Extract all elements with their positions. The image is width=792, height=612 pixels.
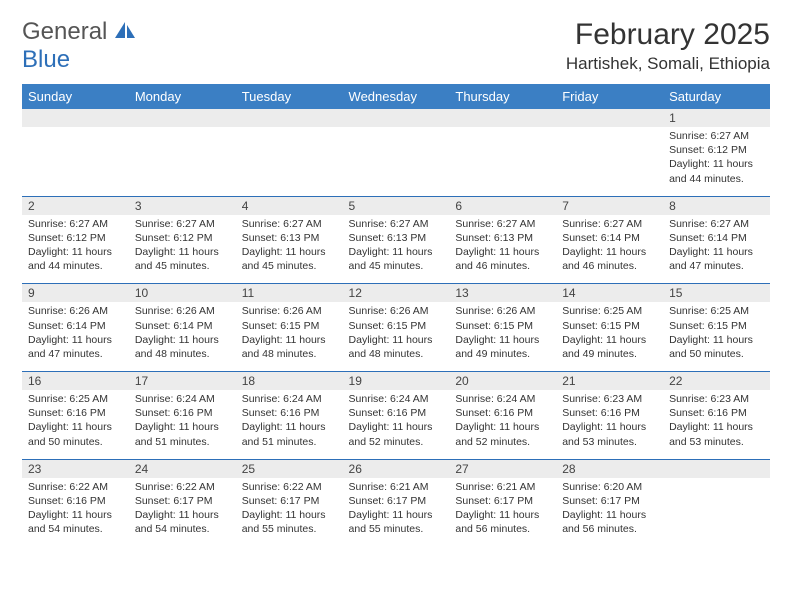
dayhead-tue: Tuesday	[236, 84, 343, 109]
calendar-table: Sunday Monday Tuesday Wednesday Thursday…	[22, 84, 770, 546]
day-number: 23	[22, 459, 129, 478]
day-content: Sunrise: 6:24 AMSunset: 6:16 PMDaylight:…	[236, 390, 343, 459]
day-content: Sunrise: 6:27 AMSunset: 6:12 PMDaylight:…	[663, 127, 770, 196]
day-number	[236, 109, 343, 127]
day-content	[236, 127, 343, 196]
day-content	[22, 127, 129, 196]
day-content: Sunrise: 6:22 AMSunset: 6:16 PMDaylight:…	[22, 478, 129, 547]
calendar-body: 1 Sunrise: 6:27 AMSunset: 6:12 PMDayligh…	[22, 109, 770, 546]
content-row: Sunrise: 6:27 AMSunset: 6:12 PMDaylight:…	[22, 127, 770, 196]
day-content: Sunrise: 6:22 AMSunset: 6:17 PMDaylight:…	[129, 478, 236, 547]
day-content	[343, 127, 450, 196]
day-content: Sunrise: 6:27 AMSunset: 6:14 PMDaylight:…	[663, 215, 770, 284]
day-number: 8	[663, 196, 770, 215]
month-title: February 2025	[566, 18, 770, 52]
day-number: 1	[663, 109, 770, 127]
day-number: 14	[556, 284, 663, 303]
day-number: 12	[343, 284, 450, 303]
day-number: 16	[22, 372, 129, 391]
day-number: 7	[556, 196, 663, 215]
logo-text-general: General	[22, 18, 107, 45]
day-content	[449, 127, 556, 196]
day-number: 15	[663, 284, 770, 303]
day-number: 13	[449, 284, 556, 303]
content-row: Sunrise: 6:27 AMSunset: 6:12 PMDaylight:…	[22, 215, 770, 284]
day-content: Sunrise: 6:26 AMSunset: 6:14 PMDaylight:…	[129, 302, 236, 371]
day-content: Sunrise: 6:27 AMSunset: 6:13 PMDaylight:…	[236, 215, 343, 284]
day-number: 28	[556, 459, 663, 478]
day-number: 3	[129, 196, 236, 215]
day-number	[449, 109, 556, 127]
day-number	[129, 109, 236, 127]
day-number: 10	[129, 284, 236, 303]
day-content: Sunrise: 6:26 AMSunset: 6:15 PMDaylight:…	[343, 302, 450, 371]
day-number: 11	[236, 284, 343, 303]
day-content: Sunrise: 6:23 AMSunset: 6:16 PMDaylight:…	[556, 390, 663, 459]
day-number: 17	[129, 372, 236, 391]
day-number: 2	[22, 196, 129, 215]
logo: General Blue	[22, 18, 136, 74]
day-content: Sunrise: 6:27 AMSunset: 6:12 PMDaylight:…	[129, 215, 236, 284]
day-content: Sunrise: 6:26 AMSunset: 6:14 PMDaylight:…	[22, 302, 129, 371]
day-content: Sunrise: 6:26 AMSunset: 6:15 PMDaylight:…	[449, 302, 556, 371]
day-content: Sunrise: 6:23 AMSunset: 6:16 PMDaylight:…	[663, 390, 770, 459]
day-content	[663, 478, 770, 547]
day-number: 21	[556, 372, 663, 391]
day-number	[663, 459, 770, 478]
daynum-row: 2 3 4 5 6 7 8	[22, 196, 770, 215]
daynum-row: 16 17 18 19 20 21 22	[22, 372, 770, 391]
day-content: Sunrise: 6:20 AMSunset: 6:17 PMDaylight:…	[556, 478, 663, 547]
day-content: Sunrise: 6:21 AMSunset: 6:17 PMDaylight:…	[343, 478, 450, 547]
header: General Blue February 2025 Hartishek, So…	[22, 18, 770, 74]
day-content: Sunrise: 6:24 AMSunset: 6:16 PMDaylight:…	[129, 390, 236, 459]
content-row: Sunrise: 6:22 AMSunset: 6:16 PMDaylight:…	[22, 478, 770, 547]
day-content: Sunrise: 6:27 AMSunset: 6:13 PMDaylight:…	[343, 215, 450, 284]
dayhead-mon: Monday	[129, 84, 236, 109]
dayhead-sun: Sunday	[22, 84, 129, 109]
day-number	[22, 109, 129, 127]
location: Hartishek, Somali, Ethiopia	[566, 54, 770, 74]
dayhead-thu: Thursday	[449, 84, 556, 109]
sail-icon	[114, 21, 136, 39]
day-number	[343, 109, 450, 127]
day-number: 18	[236, 372, 343, 391]
day-content: Sunrise: 6:27 AMSunset: 6:13 PMDaylight:…	[449, 215, 556, 284]
daynum-row: 1	[22, 109, 770, 127]
day-content	[556, 127, 663, 196]
day-content: Sunrise: 6:27 AMSunset: 6:12 PMDaylight:…	[22, 215, 129, 284]
logo-text-block: General Blue	[22, 18, 136, 74]
day-header-row: Sunday Monday Tuesday Wednesday Thursday…	[22, 84, 770, 109]
title-block: February 2025 Hartishek, Somali, Ethiopi…	[566, 18, 770, 74]
day-content: Sunrise: 6:27 AMSunset: 6:14 PMDaylight:…	[556, 215, 663, 284]
day-number: 25	[236, 459, 343, 478]
day-number: 19	[343, 372, 450, 391]
day-content: Sunrise: 6:24 AMSunset: 6:16 PMDaylight:…	[449, 390, 556, 459]
day-number: 9	[22, 284, 129, 303]
day-number: 4	[236, 196, 343, 215]
dayhead-fri: Friday	[556, 84, 663, 109]
day-content: Sunrise: 6:25 AMSunset: 6:15 PMDaylight:…	[663, 302, 770, 371]
day-number: 24	[129, 459, 236, 478]
content-row: Sunrise: 6:26 AMSunset: 6:14 PMDaylight:…	[22, 302, 770, 371]
day-content: Sunrise: 6:24 AMSunset: 6:16 PMDaylight:…	[343, 390, 450, 459]
day-number: 22	[663, 372, 770, 391]
day-number: 27	[449, 459, 556, 478]
day-number	[556, 109, 663, 127]
day-content: Sunrise: 6:22 AMSunset: 6:17 PMDaylight:…	[236, 478, 343, 547]
day-number: 26	[343, 459, 450, 478]
day-content: Sunrise: 6:21 AMSunset: 6:17 PMDaylight:…	[449, 478, 556, 547]
day-number: 5	[343, 196, 450, 215]
day-content	[129, 127, 236, 196]
daynum-row: 9 10 11 12 13 14 15	[22, 284, 770, 303]
day-content: Sunrise: 6:25 AMSunset: 6:16 PMDaylight:…	[22, 390, 129, 459]
day-number: 20	[449, 372, 556, 391]
content-row: Sunrise: 6:25 AMSunset: 6:16 PMDaylight:…	[22, 390, 770, 459]
dayhead-sat: Saturday	[663, 84, 770, 109]
dayhead-wed: Wednesday	[343, 84, 450, 109]
logo-text-blue: Blue	[22, 46, 70, 73]
day-content: Sunrise: 6:26 AMSunset: 6:15 PMDaylight:…	[236, 302, 343, 371]
day-content: Sunrise: 6:25 AMSunset: 6:15 PMDaylight:…	[556, 302, 663, 371]
day-number: 6	[449, 196, 556, 215]
daynum-row: 23 24 25 26 27 28	[22, 459, 770, 478]
